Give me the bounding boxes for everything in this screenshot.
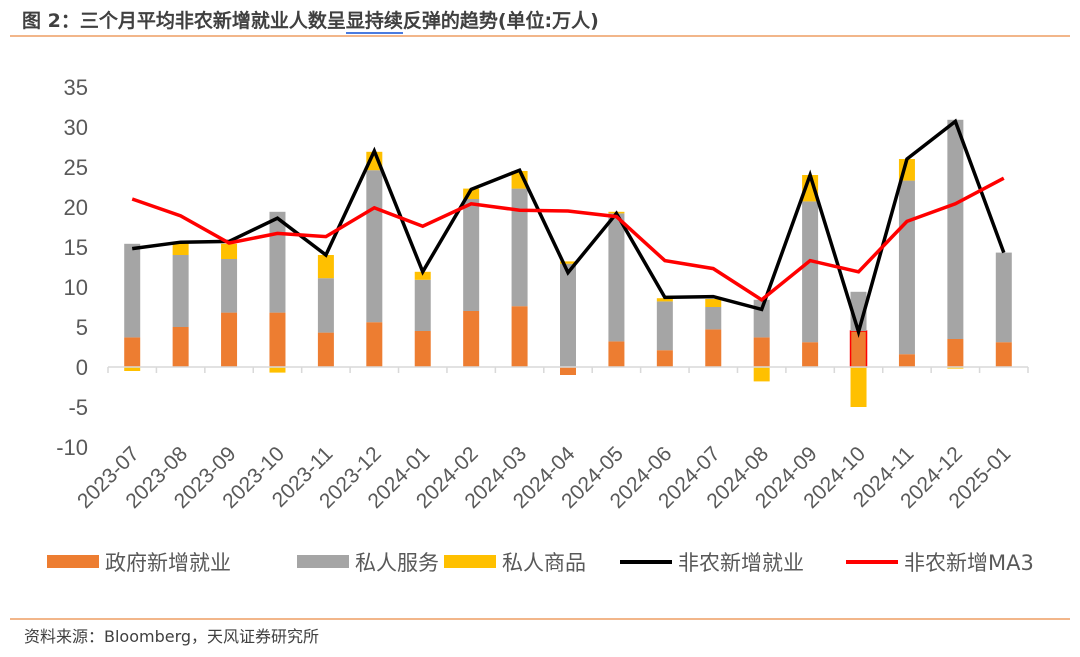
y-tick-label: 20 [64,195,88,220]
bar-segment [608,341,625,367]
bar-segment [511,306,528,367]
bar-segment [705,299,722,307]
title-rule [10,35,1070,37]
bar-segment [366,170,383,323]
bar-segment [221,259,238,313]
title-text: 图 2：三个月平均非农新增就业人数呈 [22,10,346,32]
bar-segment [802,342,819,367]
y-tick-label: 15 [64,235,88,260]
bar-segment [269,367,286,373]
bar-segment [124,243,141,338]
bar-segment [172,243,189,255]
bar-segment [947,367,964,369]
bar-segment [269,312,286,367]
bar-segment [656,298,673,302]
bar-segment [463,188,480,199]
bar-segment [172,255,189,327]
bar-segment [995,342,1012,367]
bar-segment [753,337,770,367]
y-tick-label: 25 [64,155,88,180]
title-underlined-text: 显持续 [345,10,403,34]
bar-segment [898,180,915,355]
legend-label: 政府新增就业 [105,551,231,575]
y-tick-label: -5 [68,395,88,420]
legend-label: 非农新增就业 [678,551,804,575]
bar-segment [317,332,334,367]
bar-segment [124,337,141,367]
y-tick-label: 5 [76,315,88,340]
bar-segment [172,327,189,367]
bar-segment [221,243,238,259]
bar-segment [560,263,576,367]
y-tick-label: 0 [76,355,88,380]
legend-swatch [47,555,99,568]
bar-segment [463,311,480,367]
bar-segment [414,331,431,367]
bar-segment [124,367,141,371]
bar-segment [995,252,1012,343]
legend-swatch [297,555,349,568]
legend-label: 非农新增MA3 [904,551,1034,575]
bar-segment [317,278,334,333]
bar-segment [511,188,528,307]
bar-segment [269,211,286,313]
bar-segment [560,367,576,375]
bar-segment [560,261,576,264]
line-series [131,176,1005,302]
legend-swatch [444,555,496,568]
y-tick-label: 10 [64,275,88,300]
title-text-end: 反弹的趋势(单位:万人) [402,10,599,32]
bar-segment [898,354,915,367]
y-tick-label: 30 [64,115,88,140]
bar-segment [656,301,673,351]
bar-segment [947,339,964,367]
bar-segment [414,279,431,331]
bar-segment [753,367,770,382]
bar-segment [656,350,673,367]
bar-segment [414,271,431,280]
bar-segment [947,119,964,339]
bar-segment [463,199,480,311]
legend-label: 私人商品 [502,551,586,575]
bar-segment [850,367,867,407]
bar-segment [317,255,334,279]
y-tick-label: 35 [64,75,88,100]
bar-segment [705,329,722,367]
bar-segment [802,201,819,343]
bar-segment [705,307,722,330]
legend-label: 私人服务 [355,551,439,575]
source-rule [10,618,1070,620]
bar-segment [221,312,238,367]
figure-title: 图 2：三个月平均非农新增就业人数呈显持续反弹的趋势(单位:万人) [22,6,599,34]
line-series [131,118,1006,338]
y-tick-label: -10 [56,435,88,460]
bar-segment [608,213,625,342]
source-note: 资料来源：Bloomberg，天风证券研究所 [24,627,320,646]
bar-segment [366,322,383,367]
